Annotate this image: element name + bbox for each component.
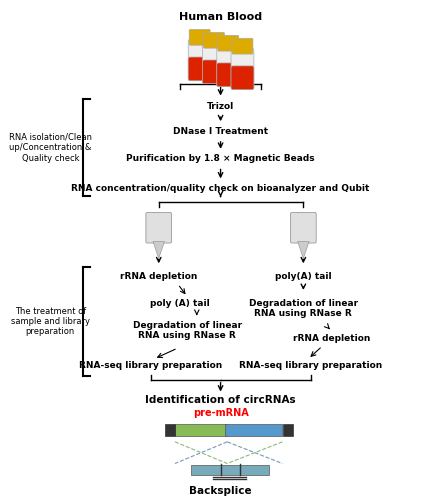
Text: Purification by 1.8 × Magnetic Beads: Purification by 1.8 × Magnetic Beads [126,154,315,163]
Bar [191,466,269,475]
Text: Backsplice: Backsplice [189,486,252,496]
Text: Human Blood: Human Blood [179,12,262,22]
Text: DNase I Treatment: DNase I Treatment [173,126,268,136]
Text: pre-mRNA: pre-mRNA [193,408,248,418]
FancyBboxPatch shape [231,48,254,90]
FancyBboxPatch shape [217,45,239,86]
Text: poly (A) tail: poly (A) tail [150,299,210,308]
FancyBboxPatch shape [283,424,293,436]
FancyBboxPatch shape [232,38,253,54]
Text: RNA isolation/Clean
up/Concentration &
Quality check: RNA isolation/Clean up/Concentration & Q… [9,133,92,162]
Text: Degradation of linear
RNA using RNase R: Degradation of linear RNA using RNase R [133,320,242,340]
Text: RNA-seq library preparation: RNA-seq library preparation [80,362,223,370]
FancyBboxPatch shape [291,212,316,243]
Text: Degradation of linear
RNA using RNase R: Degradation of linear RNA using RNase R [249,299,358,318]
Bar [175,424,227,436]
Polygon shape [298,242,309,258]
FancyBboxPatch shape [165,424,175,436]
Text: Trizol: Trizol [207,102,234,111]
Text: RNA concentration/quality check on bioanalyzer and Qubit: RNA concentration/quality check on bioan… [72,184,370,193]
FancyBboxPatch shape [188,57,211,80]
FancyBboxPatch shape [146,212,172,243]
Text: Identification of circRNAs: Identification of circRNAs [145,396,296,406]
FancyBboxPatch shape [189,30,210,45]
Bar [225,424,282,436]
Text: rRNA depletion: rRNA depletion [293,334,371,342]
Text: RNA-seq library preparation: RNA-seq library preparation [239,362,383,370]
FancyBboxPatch shape [204,32,225,48]
Polygon shape [153,242,164,258]
FancyBboxPatch shape [202,42,225,84]
FancyBboxPatch shape [217,63,239,86]
Text: The treatment of
sample and library
preparation: The treatment of sample and library prep… [11,306,90,336]
Text: poly(A) tail: poly(A) tail [275,272,332,280]
FancyBboxPatch shape [231,66,254,90]
FancyBboxPatch shape [202,60,225,84]
FancyBboxPatch shape [218,36,239,51]
Text: rRNA depletion: rRNA depletion [120,272,197,280]
FancyBboxPatch shape [188,40,211,80]
